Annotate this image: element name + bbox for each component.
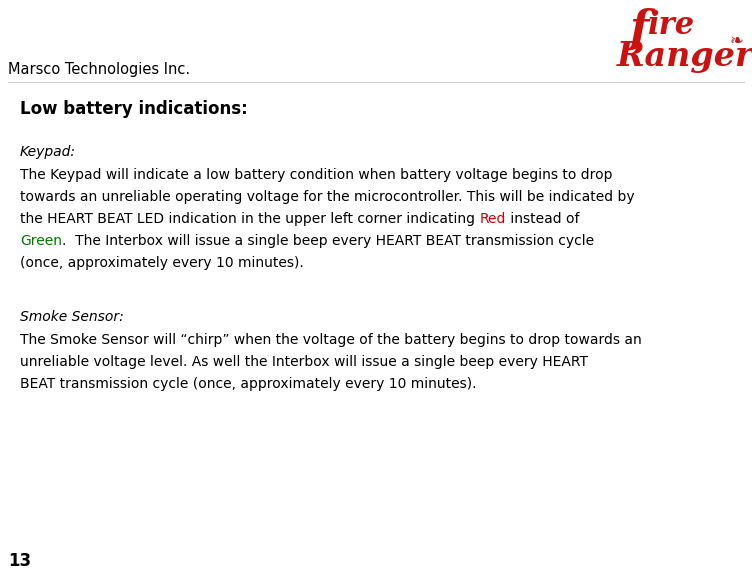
Text: Red: Red bbox=[479, 212, 506, 226]
Text: Ranger: Ranger bbox=[617, 40, 752, 73]
Text: Low battery indications:: Low battery indications: bbox=[20, 100, 247, 118]
Text: The Smoke Sensor will “chirp” when the voltage of the battery begins to drop tow: The Smoke Sensor will “chirp” when the v… bbox=[20, 333, 641, 347]
Text: .  The Interbox will issue a single beep every HEART BEAT transmission cycle: . The Interbox will issue a single beep … bbox=[62, 234, 594, 248]
Text: the HEART BEAT LED indication in the upper left corner indicating: the HEART BEAT LED indication in the upp… bbox=[20, 212, 479, 226]
Text: Keypad:: Keypad: bbox=[20, 145, 76, 159]
Text: ire: ire bbox=[648, 10, 695, 41]
Text: Marsco Technologies Inc.: Marsco Technologies Inc. bbox=[8, 62, 190, 77]
Text: f: f bbox=[630, 8, 649, 51]
Text: BEAT transmission cycle (once, approximately every 10 minutes).: BEAT transmission cycle (once, approxima… bbox=[20, 377, 477, 391]
Text: instead of: instead of bbox=[506, 212, 579, 226]
Text: 13: 13 bbox=[8, 552, 31, 570]
Text: (once, approximately every 10 minutes).: (once, approximately every 10 minutes). bbox=[20, 256, 304, 270]
Text: Green: Green bbox=[20, 234, 62, 248]
Text: ❧: ❧ bbox=[730, 32, 744, 50]
Text: The Keypad will indicate a low battery condition when battery voltage begins to : The Keypad will indicate a low battery c… bbox=[20, 168, 612, 182]
Text: towards an unreliable operating voltage for the microcontroller. This will be in: towards an unreliable operating voltage … bbox=[20, 190, 635, 204]
Text: Smoke Sensor:: Smoke Sensor: bbox=[20, 310, 124, 324]
Text: unreliable voltage level. As well the Interbox will issue a single beep every HE: unreliable voltage level. As well the In… bbox=[20, 355, 588, 369]
